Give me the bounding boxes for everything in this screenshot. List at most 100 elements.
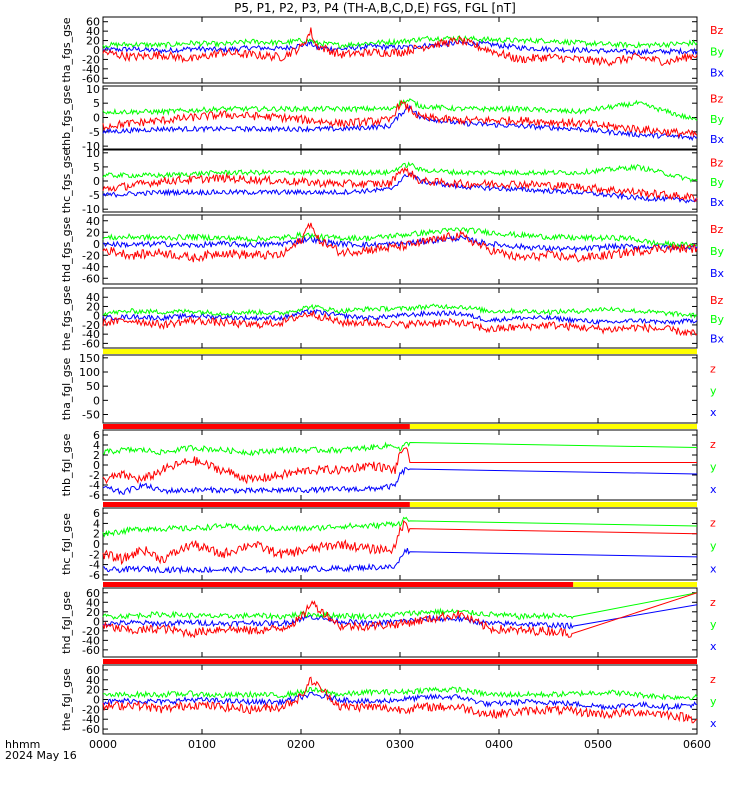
series-line-z	[102, 519, 698, 566]
y-tick-label: -40	[82, 634, 100, 647]
series-line-By	[102, 35, 698, 50]
series-line-By	[102, 98, 698, 121]
legend-entry: y	[710, 618, 717, 631]
y-tick-label: -10	[82, 140, 100, 153]
y-tick-label: 20	[86, 226, 100, 239]
legend-entry: By	[710, 113, 725, 126]
series-line-Bx	[102, 172, 698, 204]
y-tick-label: -20	[82, 53, 100, 66]
y-tick-label: -40	[82, 713, 100, 726]
legend-entry: z	[710, 673, 716, 686]
legend-entry: x	[710, 406, 717, 419]
legend-entry: By	[710, 313, 725, 326]
legend-entry: Bz	[710, 93, 724, 106]
y-tick-label: 0	[93, 615, 100, 628]
y-tick-label: 40	[86, 291, 100, 304]
panel-frame	[102, 664, 698, 735]
series-line-Bz	[102, 99, 698, 139]
series-line-z	[102, 447, 697, 485]
series-line-Bz	[102, 222, 698, 263]
legend-entry: z	[710, 596, 716, 609]
series-line-Bx	[102, 104, 698, 142]
y-axis-label: tha_fgl_gse	[60, 358, 73, 421]
y-axis-label: the_fgs_gse	[60, 285, 73, 350]
y-tick-label: 60	[86, 587, 100, 600]
series-line-Bx	[102, 38, 698, 56]
status-bar-segment	[103, 582, 574, 587]
panel-frame	[102, 354, 698, 424]
y-tick-label: 0	[93, 238, 100, 251]
y-tick-label: 40	[86, 25, 100, 38]
y-axis-label: thd_fgl_gse	[60, 591, 73, 654]
x-tick-label: 0600	[683, 738, 711, 751]
y-tick-label: 0	[93, 310, 100, 323]
y-tick-label: -40	[82, 328, 100, 341]
series-line-x	[102, 604, 698, 630]
series-line-y	[102, 686, 698, 701]
y-tick-label: 0	[93, 112, 100, 125]
status-bar-segment	[409, 502, 697, 507]
series-line-Bz	[102, 310, 698, 337]
y-tick-label: -50	[82, 409, 100, 422]
y-tick-label: -20	[82, 625, 100, 638]
series-line-z	[102, 676, 698, 724]
legend-entry: Bx	[710, 66, 725, 79]
y-tick-label: 2	[93, 528, 100, 541]
x-tick-label: 0200	[287, 738, 315, 751]
y-tick-label: 40	[86, 215, 100, 228]
panel-frame	[102, 149, 698, 213]
legend-entry: z	[710, 516, 716, 529]
series-line-x	[102, 547, 698, 575]
series-line-z	[102, 592, 698, 639]
x-tick-label: 0400	[485, 738, 513, 751]
y-axis-label: tha_fgs_gse	[60, 17, 73, 82]
series-line-By	[102, 227, 697, 249]
legend-entry: z	[710, 438, 716, 451]
status-bar-segment	[573, 582, 697, 587]
series-line-Bz	[102, 166, 698, 202]
series-line-y	[102, 592, 698, 621]
status-bar-segment	[409, 424, 697, 429]
y-tick-label: -4	[89, 559, 100, 572]
x-tick-label: 0100	[188, 738, 216, 751]
panel-frame	[102, 507, 698, 581]
y-axis-label: the_fgl_gse	[60, 668, 73, 731]
y-tick-label: 20	[86, 606, 100, 619]
series-line-Bz	[102, 27, 698, 67]
legend-entry: z	[710, 363, 716, 376]
legend-entry: By	[710, 176, 725, 189]
legend-entry: y	[710, 460, 717, 473]
panel-frame	[102, 287, 698, 349]
series-line-x	[102, 691, 698, 712]
status-bar-segment	[103, 424, 410, 429]
legend-entry: y	[710, 384, 717, 397]
legend-entry: By	[710, 245, 725, 258]
y-tick-label: -10	[82, 203, 100, 216]
y-tick-label: -60	[82, 644, 100, 657]
legend-entry: Bx	[710, 332, 725, 345]
y-tick-label: 10	[86, 83, 100, 96]
y-tick-label: 6	[93, 429, 100, 442]
legend-entry: Bz	[710, 24, 724, 37]
y-tick-label: -20	[82, 249, 100, 262]
legend-entry: Bz	[710, 156, 724, 169]
y-tick-label: -2	[89, 548, 100, 561]
date-label: 2024 May 16	[5, 749, 77, 762]
legend-entry: Bx	[710, 267, 725, 280]
status-bar-segment	[103, 502, 410, 507]
y-tick-label: -60	[82, 337, 100, 350]
y-tick-label: 0	[93, 694, 100, 707]
y-tick-label: 6	[93, 507, 100, 520]
y-tick-label: 5	[93, 161, 100, 174]
legend-entry: x	[710, 562, 717, 575]
y-tick-label: 10	[86, 147, 100, 160]
legend-entry: Bz	[710, 294, 724, 307]
y-tick-label: 5	[93, 97, 100, 110]
y-tick-label: 60	[86, 16, 100, 29]
y-axis-label: thb_fgl_gse	[60, 433, 73, 496]
y-tick-label: 0	[93, 175, 100, 188]
time-units-label: hhmm	[5, 738, 41, 751]
chart-title: P5, P1, P2, P3, P4 (TH-A,B,C,D,E) FGS, F…	[234, 1, 516, 15]
y-tick-label: 0	[93, 394, 100, 407]
y-tick-label: -6	[89, 489, 100, 502]
